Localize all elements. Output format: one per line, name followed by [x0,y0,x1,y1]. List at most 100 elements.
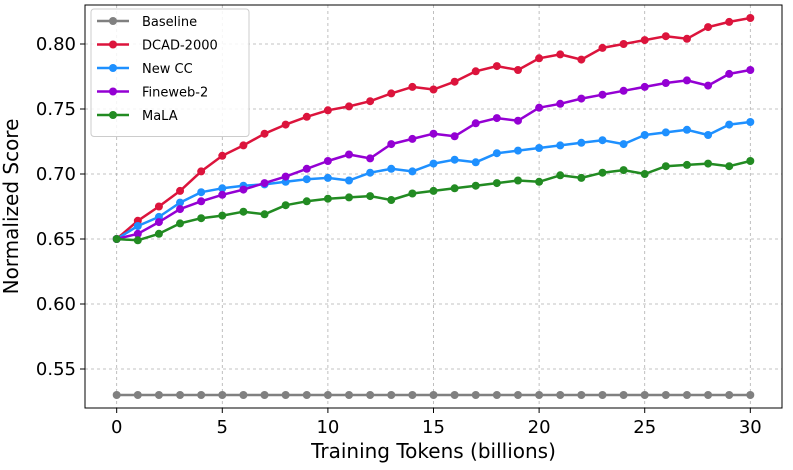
data-point [176,391,185,399]
data-point [133,391,142,399]
x-tick-label: 0 [111,417,122,438]
data-point [746,66,755,74]
data-point [492,391,501,399]
data-point [704,131,713,139]
data-point [556,391,565,399]
data-point [429,186,438,195]
data-point [619,391,628,399]
data-point [197,188,206,197]
data-point [176,205,185,214]
data-point [598,136,607,145]
data-point [345,176,354,185]
legend-item: Fineweb-2 [97,86,208,101]
data-point [556,171,565,180]
data-point [746,118,755,126]
series-new-cc [112,118,755,243]
data-point [197,167,206,176]
data-point [323,194,332,203]
data-point [661,162,670,171]
data-point [302,391,311,399]
data-point [408,82,417,91]
legend-label: MaLA [142,109,178,124]
y-tick-label: 0.75 [36,99,76,120]
data-point [154,391,163,399]
data-point [471,391,480,399]
data-point [302,175,311,184]
data-point [725,69,734,78]
x-tick-label: 25 [633,417,656,438]
series-fineweb-2 [112,66,755,243]
legend-swatch-marker [109,40,117,49]
data-point [471,67,480,76]
legend-item: New CC [97,62,193,77]
legend-swatch-marker [109,111,117,119]
y-tick-label: 0.65 [36,229,76,250]
data-point [260,129,269,138]
legend-swatch-marker [109,87,117,96]
data-point [661,128,670,137]
data-point [218,151,227,160]
data-point [725,120,734,129]
data-point [577,391,586,399]
data-point [704,81,713,90]
data-point [577,94,586,103]
data-point [429,391,438,399]
data-point [471,158,480,167]
legend-swatch-marker [109,17,117,25]
data-point [492,149,501,158]
data-point [133,229,142,238]
data-point [260,391,269,399]
data-point [535,54,544,63]
data-point [492,179,501,188]
data-point [408,189,417,198]
data-point [302,197,311,206]
data-point [492,114,501,123]
data-point [513,391,522,399]
data-point [218,211,227,220]
data-point [513,66,522,74]
data-point [513,176,522,185]
legend-item: Baseline [97,15,197,30]
data-point [281,172,290,181]
series-lines [112,14,755,399]
data-point [450,77,459,86]
y-tick-label: 0.55 [36,359,76,380]
data-point [429,159,438,168]
data-point [661,79,670,87]
data-point [746,157,755,165]
data-point [260,179,269,188]
data-point [661,391,670,399]
data-point [725,162,734,171]
data-point [387,89,396,98]
data-point [218,190,227,199]
data-point [302,112,311,121]
legend-label: DCAD-2000 [142,39,218,54]
data-point [366,192,375,201]
data-point [408,391,417,399]
x-axis-label: Training Tokens (billions) [310,439,556,463]
data-point [218,391,227,399]
data-point [154,202,163,211]
data-point [535,391,544,399]
data-point [323,106,332,115]
data-point [513,116,522,125]
data-point [640,170,649,178]
data-point [154,229,163,238]
data-point [239,391,248,399]
data-point [408,134,417,143]
data-point [260,210,269,219]
data-point [218,184,227,193]
data-point [281,120,290,129]
data-point [746,14,755,22]
data-point [345,102,354,111]
data-point [450,391,459,399]
axes: 0 5 10 15 20 25 30 0.55 0.60 0.65 0.70 0.75 0.80 Trai… [0,4,783,463]
legend-label: New CC [142,62,193,77]
data-point [323,157,332,165]
legend-box [90,8,250,137]
data-point [345,391,354,399]
data-point [197,197,206,206]
data-point [366,391,375,399]
data-point [197,214,206,223]
data-point [112,235,121,243]
